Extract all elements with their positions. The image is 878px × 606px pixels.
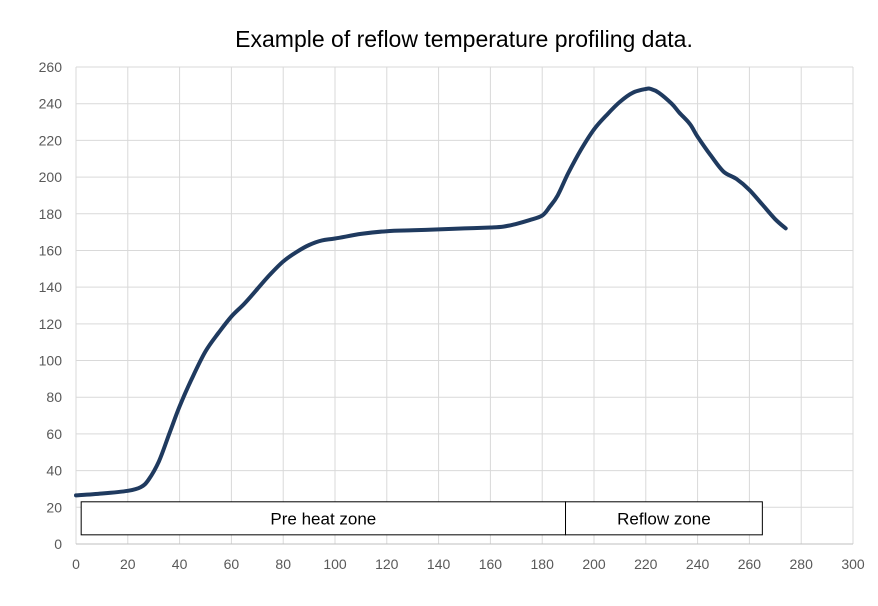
y-tick-label: 160 <box>39 242 63 258</box>
y-tick-label: 80 <box>46 389 62 405</box>
y-tick-label: 140 <box>39 279 63 295</box>
y-tick-label: 60 <box>46 426 62 442</box>
x-tick-labels: 0 20 40 60 80 100 120 140 160 180 200 220 240 260 280 3… <box>72 556 865 572</box>
zone-label: Reflow zone <box>617 509 711 528</box>
temperature-series-line <box>74 86 788 498</box>
x-tick-label: 220 <box>634 556 658 572</box>
zone-annotations: Pre heat zone Reflow zone <box>80 501 763 536</box>
y-tick-label: 200 <box>39 169 63 185</box>
x-tick-label: 260 <box>738 556 762 572</box>
y-tick-label: 240 <box>39 96 63 112</box>
series-lines <box>74 86 788 498</box>
y-tick-label: 220 <box>39 132 63 148</box>
y-tick-label: 0 <box>54 536 62 552</box>
zone-box <box>80 501 567 536</box>
x-tick-label: 280 <box>790 556 814 572</box>
y-tick-label: 40 <box>46 463 62 479</box>
x-tick-label: 60 <box>224 556 240 572</box>
y-tick-label: 20 <box>46 499 62 515</box>
y-tick-label: 120 <box>39 316 63 332</box>
zone-box <box>565 501 763 536</box>
x-tick-label: 300 <box>841 556 865 572</box>
x-tick-label: 20 <box>120 556 136 572</box>
x-tick-label: 200 <box>582 556 606 572</box>
chart-title: Example of reflow temperature profiling … <box>235 26 693 52</box>
x-tick-label: 120 <box>375 556 399 572</box>
y-tick-label: 260 <box>39 59 63 75</box>
x-tick-label: 100 <box>323 556 347 572</box>
x-tick-label: 140 <box>427 556 451 572</box>
x-tick-label: 80 <box>275 556 291 572</box>
x-tick-label: 160 <box>479 556 503 572</box>
x-tick-label: 0 <box>72 556 80 572</box>
y-tick-label: 100 <box>39 353 63 369</box>
x-tick-label: 40 <box>172 556 188 572</box>
x-tick-label: 240 <box>686 556 710 572</box>
x-tick-label: 180 <box>531 556 555 572</box>
grid-lines <box>75 66 854 545</box>
y-tick-labels: 0 20 40 60 80 100 120 140 160 180 200 220 240 260 <box>39 59 63 552</box>
zone-label: Pre heat zone <box>270 509 376 528</box>
y-tick-label: 180 <box>39 206 63 222</box>
